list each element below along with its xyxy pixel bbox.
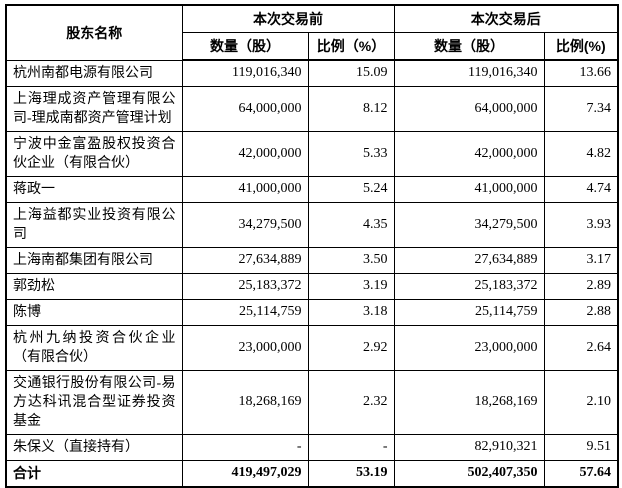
total-row: 合计 419,497,029 53.19 502,407,350 57.64 xyxy=(5,459,619,487)
quantity-before-cell: 34,279,500 xyxy=(181,201,309,248)
shareholder-name-cell: 交通银行股份有限公司-易方达科讯混合型证券投资基金 xyxy=(5,369,183,435)
quantity-after-cell: 119,016,340 xyxy=(393,59,545,87)
percent-after-cell: 7.34 xyxy=(543,85,619,132)
table-row: 蒋政一 41,000,000 5.24 41,000,000 4.74 xyxy=(5,175,619,203)
header-row-groups: 股东名称 本次交易前 本次交易后 xyxy=(5,4,619,61)
quantity-before-cell: 23,000,000 xyxy=(181,324,309,371)
quantity-before-cell: - xyxy=(181,433,309,461)
quantity-before-cell: 419,497,029 xyxy=(181,459,309,487)
percent-before-cell: 8.12 xyxy=(307,85,395,132)
percent-before-cell: 2.92 xyxy=(307,324,395,371)
quantity-after-cell: 23,000,000 xyxy=(393,324,545,371)
quantity-after-cell: 82,910,321 xyxy=(393,433,545,461)
quantity-after-cell: 42,000,000 xyxy=(393,130,545,177)
shareholder-name-cell: 上海南都集团有限公司 xyxy=(5,246,183,274)
table-row: 郭劲松 25,183,372 3.19 25,183,372 2.89 xyxy=(5,272,619,300)
quantity-after-cell: 27,634,889 xyxy=(393,246,545,274)
shareholder-name-cell: 上海理成资产管理有限公司-理成南都资产管理计划 xyxy=(5,85,183,132)
percent-before-cell: 3.50 xyxy=(307,246,395,274)
percent-after-cell: 4.74 xyxy=(543,175,619,203)
table-header: 股东名称 本次交易前 本次交易后 数量（股） 比例（%） 数量（股） 比例(%) xyxy=(5,4,619,61)
percent-after-cell: 3.93 xyxy=(543,201,619,248)
shareholder-name-cell: 合计 xyxy=(5,459,183,487)
percent-after-cell: 2.88 xyxy=(543,298,619,326)
quantity-before-cell: 25,114,759 xyxy=(181,298,309,326)
percent-before-cell: 3.19 xyxy=(307,272,395,300)
percent-after-cell: 13.66 xyxy=(543,59,619,87)
quantity-after-cell: 41,000,000 xyxy=(393,175,545,203)
percent-after-cell: 2.64 xyxy=(543,324,619,371)
percent-after-cell: 57.64 xyxy=(543,459,619,487)
document-page: 股东名称 本次交易前 本次交易后 数量（股） 比例（%） 数量（股） 比例(%)… xyxy=(5,4,619,488)
table-row: 朱保义（直接持有） - - 82,910,321 9.51 xyxy=(5,433,619,461)
quantity-before-cell: 27,634,889 xyxy=(181,246,309,274)
column-group-after-transaction: 本次交易后 xyxy=(393,4,619,33)
quantity-after-cell: 25,114,759 xyxy=(393,298,545,326)
table-row: 上海南都集团有限公司 27,634,889 3.50 27,634,889 3.… xyxy=(5,246,619,274)
column-header-shareholder-name: 股东名称 xyxy=(5,4,183,61)
quantity-before-cell: 18,268,169 xyxy=(181,369,309,435)
percent-before-cell: 5.33 xyxy=(307,130,395,177)
quantity-after-cell: 25,183,372 xyxy=(393,272,545,300)
percent-after-cell: 9.51 xyxy=(543,433,619,461)
percent-after-cell: 2.10 xyxy=(543,369,619,435)
percent-before-cell: 3.18 xyxy=(307,298,395,326)
column-group-before-transaction: 本次交易前 xyxy=(181,4,395,33)
table-row: 宁波中金富盈股权投资合伙企业（有限合伙） 42,000,000 5.33 42,… xyxy=(5,130,619,177)
quantity-after-cell: 64,000,000 xyxy=(393,85,545,132)
percent-before-cell: 15.09 xyxy=(307,59,395,87)
table-row: 杭州九纳投资合伙企业（有限合伙） 23,000,000 2.92 23,000,… xyxy=(5,324,619,371)
quantity-before-cell: 42,000,000 xyxy=(181,130,309,177)
shareholder-name-cell: 陈博 xyxy=(5,298,183,326)
percent-before-cell: 4.35 xyxy=(307,201,395,248)
shareholder-name-cell: 上海益都实业投资有限公司 xyxy=(5,201,183,248)
quantity-before-cell: 41,000,000 xyxy=(181,175,309,203)
table-row: 交通银行股份有限公司-易方达科讯混合型证券投资基金 18,268,169 2.3… xyxy=(5,369,619,435)
shareholder-name-cell: 杭州九纳投资合伙企业（有限合伙） xyxy=(5,324,183,371)
column-header-percent-after: 比例(%) xyxy=(543,32,619,61)
table-row: 杭州南都电源有限公司 119,016,340 15.09 119,016,340… xyxy=(5,59,619,87)
percent-before-cell: 53.19 xyxy=(307,459,395,487)
quantity-before-cell: 25,183,372 xyxy=(181,272,309,300)
shareholder-name-cell: 朱保义（直接持有） xyxy=(5,433,183,461)
table-body: 杭州南都电源有限公司 119,016,340 15.09 119,016,340… xyxy=(5,59,619,487)
percent-before-cell: - xyxy=(307,433,395,461)
table-row: 上海理成资产管理有限公司-理成南都资产管理计划 64,000,000 8.12 … xyxy=(5,85,619,132)
percent-before-cell: 2.32 xyxy=(307,369,395,435)
shareholding-table: 股东名称 本次交易前 本次交易后 数量（股） 比例（%） 数量（股） 比例(%)… xyxy=(5,4,619,488)
percent-after-cell: 4.82 xyxy=(543,130,619,177)
percent-before-cell: 5.24 xyxy=(307,175,395,203)
shareholder-name-cell: 杭州南都电源有限公司 xyxy=(5,59,183,87)
quantity-after-cell: 34,279,500 xyxy=(393,201,545,248)
table-row: 陈博 25,114,759 3.18 25,114,759 2.88 xyxy=(5,298,619,326)
percent-after-cell: 2.89 xyxy=(543,272,619,300)
percent-after-cell: 3.17 xyxy=(543,246,619,274)
quantity-after-cell: 502,407,350 xyxy=(393,459,545,487)
shareholder-name-cell: 郭劲松 xyxy=(5,272,183,300)
column-header-percent-before: 比例（%） xyxy=(307,32,395,61)
shareholder-name-cell: 蒋政一 xyxy=(5,175,183,203)
column-header-quantity-after: 数量（股） xyxy=(393,32,545,61)
quantity-before-cell: 119,016,340 xyxy=(181,59,309,87)
header-row-subcolumns: 数量（股） 比例（%） 数量（股） 比例(%) xyxy=(6,32,619,61)
table-row: 上海益都实业投资有限公司 34,279,500 4.35 34,279,500 … xyxy=(5,201,619,248)
column-header-quantity-before: 数量（股） xyxy=(181,32,309,61)
quantity-after-cell: 18,268,169 xyxy=(393,369,545,435)
shareholder-name-cell: 宁波中金富盈股权投资合伙企业（有限合伙） xyxy=(5,130,183,177)
quantity-before-cell: 64,000,000 xyxy=(181,85,309,132)
